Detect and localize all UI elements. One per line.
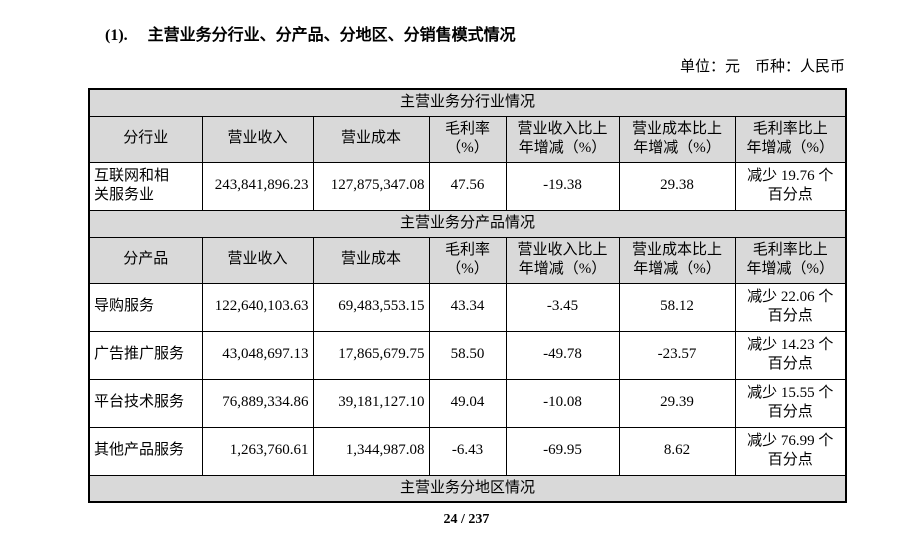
data-cell: 减少 19.76 个 百分点	[734, 161, 847, 211]
column-header-row: 分产品 营业收入 营业成本 毛利率 （%） 营业收入比上 年增减（%） 营业成本比上 年增…	[88, 236, 847, 284]
data-cell: 减少 14.23 个 百分点	[734, 330, 847, 380]
table-row: 广告推广服务 43,048,697.13 17,865,679.75 58.50 -49…	[88, 330, 847, 380]
data-cell: 减少 76.99 个 百分点	[734, 426, 847, 476]
data-cell: -10.08	[505, 378, 620, 428]
data-cell: 58.12	[618, 282, 736, 332]
unit-note: 单位：元 币种：人民币	[679, 59, 845, 75]
table-row: 互联网和相 关服务业 243,841,896.23 127,875,347.08 47…	[88, 161, 847, 211]
table-body: 主营业务分行业情况 分行业 营业收入 营业成本 毛利率 （%） 营业收入比上 年增减（%）…	[88, 88, 847, 503]
row-label: 导购服务	[88, 282, 203, 332]
table-row: 导购服务 122,640,103.63 69,483,553.15 43.34 -3.4…	[88, 282, 847, 332]
data-cell: 69,483,553.15	[312, 282, 430, 332]
column-header: 营业成本比上 年增减（%）	[618, 236, 736, 284]
column-header: 营业收入	[201, 236, 314, 284]
column-header: 营业成本	[312, 236, 430, 284]
column-header: 毛利率比上 年增减（%）	[734, 236, 847, 284]
data-cell: -49.78	[505, 330, 620, 380]
data-cell: 29.39	[618, 378, 736, 428]
data-cell: 122,640,103.63	[201, 282, 314, 332]
data-cell: 39,181,127.10	[312, 378, 430, 428]
section-band-row: 主营业务分地区情况	[88, 474, 847, 503]
data-cell: 43.34	[428, 282, 507, 332]
row-label: 平台技术服务	[88, 378, 203, 428]
data-cell: 49.04	[428, 378, 507, 428]
column-header: 营业收入比上 年增减（%）	[505, 115, 620, 163]
section-band-row: 主营业务分产品情况	[88, 209, 847, 238]
data-cell: -69.95	[505, 426, 620, 476]
column-header: 毛利率 （%）	[428, 236, 507, 284]
data-cell: 减少 22.06 个 百分点	[734, 282, 847, 332]
column-header: 毛利率 （%）	[428, 115, 507, 163]
data-cell: 8.62	[618, 426, 736, 476]
data-cell: 76,889,334.86	[201, 378, 314, 428]
row-label: 互联网和相 关服务业	[88, 161, 203, 211]
column-header: 营业成本	[312, 115, 430, 163]
heading-number: (1).	[105, 27, 128, 44]
data-cell: -19.38	[505, 161, 620, 211]
column-header-row: 分行业 营业收入 营业成本 毛利率 （%） 营业收入比上 年增减（%） 营业成本比上 年增…	[88, 115, 847, 163]
data-cell: 减少 15.55 个 百分点	[734, 378, 847, 428]
section-heading: (1). 主营业务分行业、分产品、分地区、分销售模式情况	[105, 26, 516, 45]
main-business-table: 主营业务分行业情况 分行业 营业收入 营业成本 毛利率 （%） 营业收入比上 年增减（%）…	[88, 88, 848, 503]
data-cell: -6.43	[428, 426, 507, 476]
row-label: 其他产品服务	[88, 426, 203, 476]
section-title: 主营业务分产品情况	[88, 209, 847, 238]
data-cell: 58.50	[428, 330, 507, 380]
column-header: 分产品	[88, 236, 203, 284]
column-header: 分行业	[88, 115, 203, 163]
column-header: 营业成本比上 年增减（%）	[618, 115, 736, 163]
data-cell: 47.56	[428, 161, 507, 211]
data-cell: -3.45	[505, 282, 620, 332]
data-cell: 127,875,347.08	[312, 161, 430, 211]
data-cell: 17,865,679.75	[312, 330, 430, 380]
row-label: 广告推广服务	[88, 330, 203, 380]
data-cell: -23.57	[618, 330, 736, 380]
column-header: 营业收入比上 年增减（%）	[505, 236, 620, 284]
section-title: 主营业务分地区情况	[88, 474, 847, 503]
data-cell: 43,048,697.13	[201, 330, 314, 380]
data-cell: 29.38	[618, 161, 736, 211]
section-band-row: 主营业务分行业情况	[88, 88, 847, 117]
column-header: 毛利率比上 年增减（%）	[734, 115, 847, 163]
data-cell: 243,841,896.23	[201, 161, 314, 211]
table-row: 其他产品服务 1,263,760.61 1,344,987.08 -6.43 -69.9…	[88, 426, 847, 476]
table-row: 平台技术服务 76,889,334.86 39,181,127.10 49.04 -10…	[88, 378, 847, 428]
page-number: 24 / 237	[443, 512, 490, 527]
data-cell: 1,263,760.61	[201, 426, 314, 476]
heading-text: 主营业务分行业、分产品、分地区、分销售模式情况	[147, 27, 516, 44]
section-title: 主营业务分行业情况	[88, 88, 847, 117]
data-cell: 1,344,987.08	[312, 426, 430, 476]
column-header: 营业收入	[201, 115, 314, 163]
